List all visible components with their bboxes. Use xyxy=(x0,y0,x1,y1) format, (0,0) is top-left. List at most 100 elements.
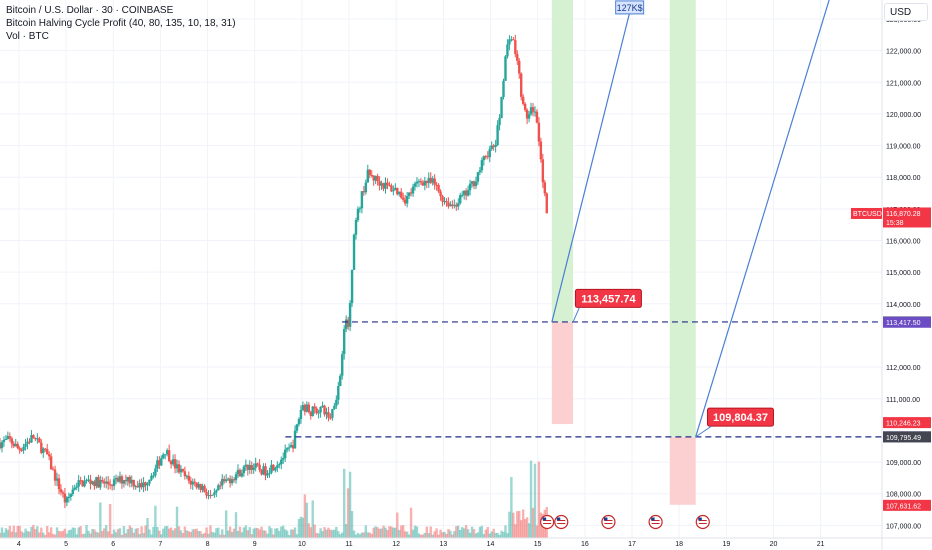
volume-bar xyxy=(342,468,346,538)
candle-body xyxy=(525,109,529,119)
volume-bar xyxy=(164,526,167,538)
volume-bar xyxy=(24,528,27,538)
candle-body xyxy=(413,183,417,187)
volume-bar xyxy=(106,531,110,538)
volume-bar xyxy=(238,526,242,538)
candle-body xyxy=(459,195,462,204)
y-tick-label: 107,000.00 xyxy=(886,523,921,530)
volume-bar xyxy=(152,526,155,538)
y-tick-label: 118,000.00 xyxy=(886,175,921,182)
volume-bar xyxy=(360,532,364,538)
candle-body xyxy=(28,441,31,443)
volume-bar xyxy=(390,526,393,538)
x-tick-label: 13 xyxy=(439,541,447,548)
volume-bar xyxy=(101,530,104,538)
volume-bar xyxy=(110,533,114,538)
event-icons[interactable] xyxy=(540,514,710,530)
y-tick-label: 116,000.00 xyxy=(886,239,921,246)
y-tick-label: 114,000.00 xyxy=(886,302,921,309)
currency-button[interactable]: USD xyxy=(884,3,928,21)
candle-body xyxy=(435,184,438,186)
volume-bar xyxy=(146,517,149,538)
candle-body xyxy=(342,328,346,355)
candle-body xyxy=(69,494,73,497)
candle-body xyxy=(167,450,171,462)
volume-bar xyxy=(89,533,92,538)
volume-bar xyxy=(215,528,218,538)
volume-bar xyxy=(376,527,379,538)
y-tick-label: 115,000.00 xyxy=(886,270,921,277)
candle-body xyxy=(164,454,167,456)
candle-body xyxy=(346,319,350,327)
candle-body xyxy=(384,182,387,189)
candle-body xyxy=(63,493,67,503)
volume-bar xyxy=(67,530,71,538)
volume-bar xyxy=(205,527,208,538)
volume-legend[interactable]: Vol · BTC xyxy=(6,31,49,42)
volume-bar xyxy=(46,525,49,538)
candle-body xyxy=(382,183,385,189)
volume-bar xyxy=(283,529,287,538)
volume-bar xyxy=(217,527,220,538)
candle-body xyxy=(162,454,165,459)
candle-body xyxy=(154,468,157,476)
candle-body xyxy=(529,107,533,115)
volume-bar xyxy=(447,529,450,538)
candle-body xyxy=(378,181,381,186)
event-flag-icon xyxy=(540,514,555,530)
candle-body xyxy=(374,175,377,181)
candle-body xyxy=(455,204,458,207)
candle-body xyxy=(321,405,324,407)
volume-bar xyxy=(354,534,358,538)
volume-bar xyxy=(193,529,196,538)
volume-bars xyxy=(0,460,548,538)
candle-body xyxy=(490,145,493,150)
volume-bar xyxy=(126,529,130,538)
candle-body xyxy=(8,436,12,439)
volume-bar xyxy=(226,530,230,538)
volume-bar xyxy=(228,526,232,538)
candle-body xyxy=(238,469,242,477)
drawings[interactable] xyxy=(285,0,882,438)
volume-bar xyxy=(521,509,525,538)
candle-body xyxy=(431,178,434,183)
candle-body xyxy=(219,485,222,487)
volume-bar xyxy=(476,532,480,538)
volume-bar xyxy=(401,525,405,538)
volume-bar xyxy=(293,527,297,538)
volume-bar xyxy=(49,527,53,538)
x-tick-label: 17 xyxy=(628,541,636,548)
candle-body xyxy=(260,469,263,475)
volume-bar xyxy=(71,527,74,538)
volume-bar xyxy=(405,531,409,538)
symbol-label: BTCUSD xyxy=(853,211,882,218)
volume-bar xyxy=(466,529,470,538)
indicator-legend[interactable]: Bitcoin Halving Cycle Profit (40, 80, 13… xyxy=(6,18,236,29)
event-flag-icon xyxy=(554,514,569,530)
candle-body xyxy=(16,443,19,449)
candle-body xyxy=(370,174,373,176)
chart-title[interactable]: Bitcoin / U.S. Dollar · 30 · COINBASE xyxy=(6,5,174,16)
candle-body xyxy=(47,454,51,457)
volume-bar xyxy=(81,534,84,538)
candle-body xyxy=(258,464,261,470)
volume-bar xyxy=(10,531,14,538)
candle-body xyxy=(541,159,545,183)
candle-body xyxy=(55,478,59,481)
candle-body xyxy=(398,191,401,195)
candle-body xyxy=(264,466,267,476)
callout-box xyxy=(574,288,642,308)
candle-body xyxy=(185,475,189,477)
candle-body xyxy=(179,468,183,473)
volume-bar xyxy=(429,526,432,538)
candle-body xyxy=(498,118,501,126)
x-tick-label: 12 xyxy=(392,541,400,548)
callout-pointer xyxy=(695,425,712,438)
x-tick-label: 8 xyxy=(206,541,210,548)
red-zone xyxy=(669,437,696,505)
candle-body xyxy=(283,449,287,458)
candle-body xyxy=(301,405,305,411)
candle-body xyxy=(508,39,511,45)
candle-body xyxy=(85,479,88,482)
